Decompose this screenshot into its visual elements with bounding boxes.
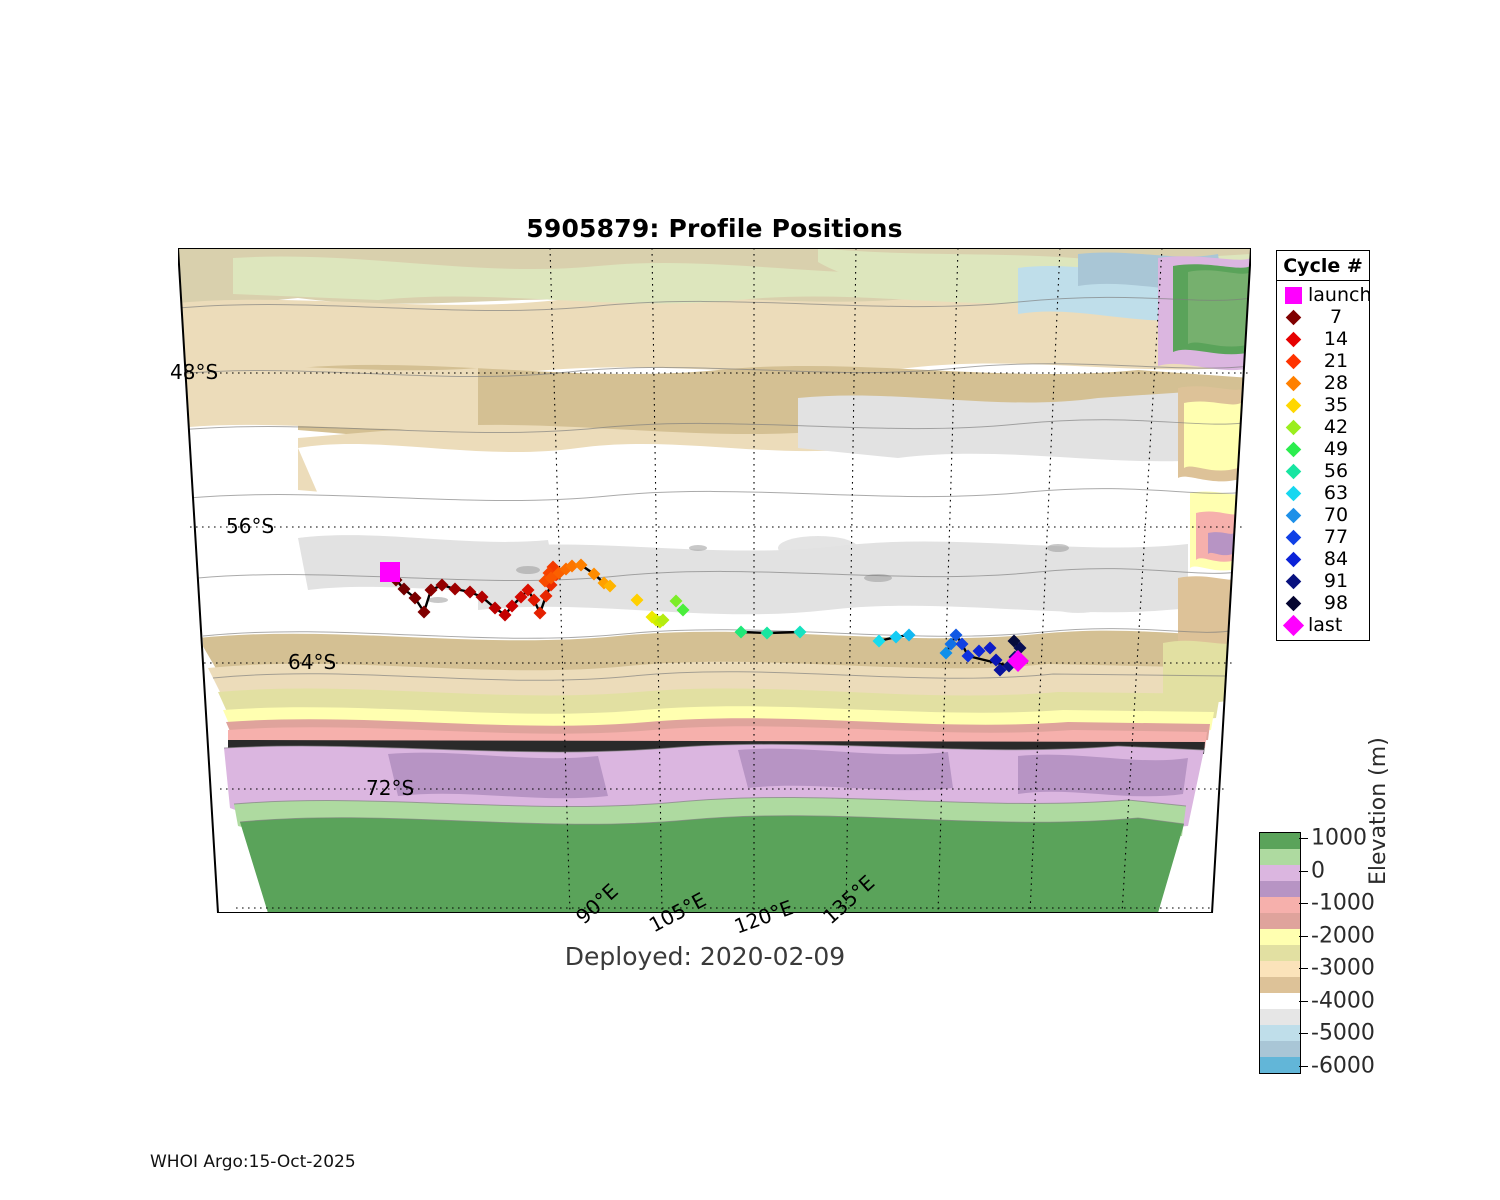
legend-marker-icon	[1280, 532, 1306, 543]
colorbar-tick-label-4: -3000	[1311, 956, 1375, 981]
legend-label: 91	[1306, 570, 1366, 592]
legend-row-28[interactable]: 28	[1277, 372, 1369, 394]
page-title: 5905879: Profile Positions	[178, 214, 1251, 243]
colorbar-band-1	[1260, 849, 1300, 865]
legend-items: launch714212835424956637077849198last	[1277, 281, 1369, 640]
terrain-layer	[178, 248, 1251, 913]
colorbar-band-5	[1260, 913, 1300, 929]
legend-marker-icon	[1280, 576, 1306, 587]
colorbar-band-13	[1260, 1041, 1300, 1057]
legend-label: last	[1306, 614, 1366, 636]
lat-tick-label-2: 64°S	[288, 650, 336, 674]
legend-marker-icon	[1280, 400, 1306, 411]
legend-label: 98	[1306, 592, 1366, 614]
colorbar-band-10	[1260, 993, 1300, 1009]
map-panel[interactable]	[178, 248, 1251, 913]
colorbar-tick-4	[1299, 968, 1308, 969]
elevation-colorbar	[1259, 832, 1301, 1074]
legend-marker-icon	[1280, 618, 1306, 633]
colorbar-band-0	[1260, 833, 1300, 849]
legend-label: launch	[1306, 284, 1372, 306]
legend-marker-icon	[1280, 356, 1306, 367]
colorbar-tick-label-6: -5000	[1311, 1021, 1375, 1046]
launch-marker[interactable]	[380, 562, 400, 582]
legend-marker-icon	[1280, 598, 1306, 609]
colorbar-band-12	[1260, 1025, 1300, 1041]
legend-label: 84	[1306, 548, 1366, 570]
legend-marker-icon	[1280, 510, 1306, 521]
legend-row-35[interactable]: 35	[1277, 394, 1369, 416]
legend-row-49[interactable]: 49	[1277, 438, 1369, 460]
legend-row-98[interactable]: 98	[1277, 592, 1369, 614]
legend-marker-icon	[1280, 334, 1306, 345]
legend-label: 56	[1306, 460, 1366, 482]
bathymetry-map[interactable]	[178, 248, 1251, 913]
legend-label: 28	[1306, 372, 1366, 394]
legend-row-77[interactable]: 77	[1277, 526, 1369, 548]
legend-row-42[interactable]: 42	[1277, 416, 1369, 438]
colorbar-tick-0	[1299, 838, 1308, 839]
lat-tick-label-1: 56°S	[226, 514, 274, 538]
colorbar-band-6	[1260, 929, 1300, 945]
legend-marker-icon	[1280, 466, 1306, 477]
footer-credit: WHOI Argo:15-Oct-2025	[150, 1152, 356, 1172]
colorbar-tick-label-3: -2000	[1311, 923, 1375, 948]
legend-row-63[interactable]: 63	[1277, 482, 1369, 504]
colorbar-tick-label-7: -6000	[1311, 1054, 1375, 1079]
legend-label: 77	[1306, 526, 1366, 548]
legend-marker-icon	[1280, 488, 1306, 499]
colorbar-tick-1	[1299, 871, 1308, 872]
colorbar-band-14	[1260, 1057, 1300, 1073]
colorbar-tick-7	[1299, 1066, 1308, 1067]
legend-row-7[interactable]: 7	[1277, 306, 1369, 328]
colorbar-band-8	[1260, 961, 1300, 977]
colorbar-band-9	[1260, 977, 1300, 993]
colorbar-tick-2	[1299, 903, 1308, 904]
colorbar-band-7	[1260, 945, 1300, 961]
legend-label: 7	[1306, 306, 1366, 328]
legend-label: 70	[1306, 504, 1366, 526]
legend-row-14[interactable]: 14	[1277, 328, 1369, 350]
legend-row-70[interactable]: 70	[1277, 504, 1369, 526]
legend-label: 21	[1306, 350, 1366, 372]
colorbar-tick-label-1: 0	[1311, 858, 1325, 883]
colorbar-tick-3	[1299, 936, 1308, 937]
legend-marker-icon	[1280, 554, 1306, 565]
legend-label: 42	[1306, 416, 1366, 438]
cycle-legend[interactable]: Cycle # launch71421283542495663707784919…	[1276, 250, 1370, 641]
launch-square[interactable]	[380, 562, 400, 582]
colorbar-tick-label-2: -1000	[1311, 891, 1375, 916]
legend-marker-icon	[1280, 312, 1306, 323]
legend-row-56[interactable]: 56	[1277, 460, 1369, 482]
colorbar-tick-6	[1299, 1033, 1308, 1034]
colorbar-band-2	[1260, 865, 1300, 881]
legend-row-launch[interactable]: launch	[1277, 284, 1369, 306]
legend-marker-icon	[1280, 287, 1306, 304]
legend-marker-icon	[1280, 378, 1306, 389]
colorbar-tick-label-0: 1000	[1311, 826, 1367, 851]
legend-marker-icon	[1280, 444, 1306, 455]
colorbar-band-11	[1260, 1009, 1300, 1025]
legend-label: 63	[1306, 482, 1366, 504]
legend-row-91[interactable]: 91	[1277, 570, 1369, 592]
legend-title: Cycle #	[1277, 251, 1369, 281]
colorbar-band-3	[1260, 881, 1300, 897]
legend-label: 35	[1306, 394, 1366, 416]
legend-label: 49	[1306, 438, 1366, 460]
lat-tick-label-3: 72°S	[366, 776, 414, 800]
legend-row-last[interactable]: last	[1277, 614, 1369, 636]
deployed-date: Deployed: 2020-02-09	[455, 942, 955, 971]
legend-row-21[interactable]: 21	[1277, 350, 1369, 372]
lat-tick-label-0: 48°S	[170, 360, 218, 384]
colorbar-tick-label-5: -4000	[1311, 988, 1375, 1013]
legend-marker-icon	[1280, 422, 1306, 433]
colorbar-band-4	[1260, 897, 1300, 913]
colorbar-tick-5	[1299, 1001, 1308, 1002]
colorbar-axis-label: Elevation (m)	[1366, 737, 1391, 885]
legend-label: 14	[1306, 328, 1366, 350]
legend-row-84[interactable]: 84	[1277, 548, 1369, 570]
